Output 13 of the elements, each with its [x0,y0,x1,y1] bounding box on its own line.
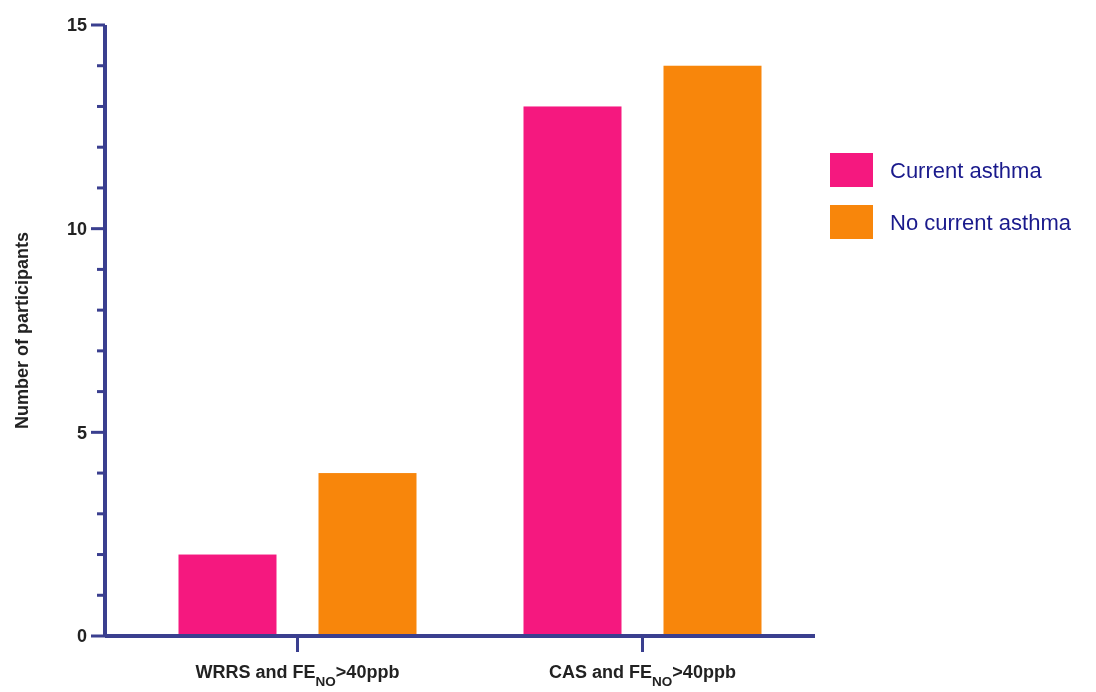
x-tick-label: WRRS and FE$_{NO}$>40ppb [195,662,400,689]
y-tick-label: 10 [66,218,87,239]
y-axis-title: Number of participants [12,231,32,430]
legend-label: No current asthma [890,209,1072,235]
y-tick-label: 5 [76,422,87,443]
x-tick-label: CAS and FE$_{NO}$>40ppb [549,662,736,689]
y-tick-label: 0 [76,626,87,647]
y-tick-label: 15 [66,15,87,36]
bar [663,65,762,636]
bar [318,473,417,636]
legend-label: Current asthma [890,157,1043,183]
bar [178,554,277,636]
bar [523,106,622,636]
